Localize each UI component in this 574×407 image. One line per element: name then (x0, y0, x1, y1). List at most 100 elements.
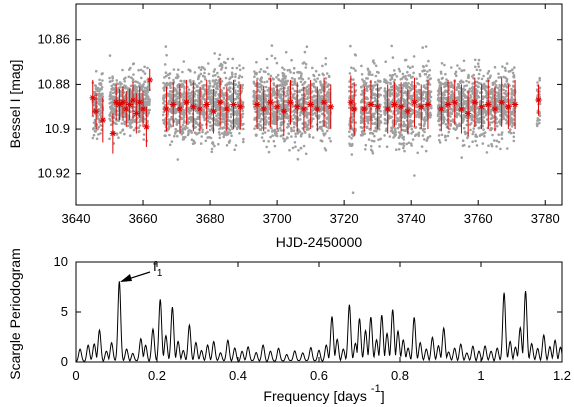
raw-point (450, 90, 453, 94)
raw-point (287, 119, 291, 123)
raw-point (176, 73, 179, 76)
raw-point (273, 121, 276, 124)
raw-point (348, 72, 352, 75)
raw-point (143, 80, 146, 84)
raw-point (99, 100, 102, 103)
raw-point (456, 113, 459, 116)
raw-point (168, 133, 171, 137)
raw-point (290, 76, 294, 80)
binned-point (89, 94, 96, 101)
raw-point (206, 119, 210, 123)
raw-point (426, 76, 429, 79)
raw-point (398, 142, 402, 145)
raw-point (145, 102, 149, 105)
raw-point (182, 114, 185, 117)
raw-point (129, 84, 133, 88)
raw-point (325, 121, 328, 125)
raw-point (197, 66, 201, 69)
raw-point (168, 81, 172, 85)
raw-point (474, 65, 477, 69)
raw-point (92, 127, 95, 131)
raw-point (506, 147, 509, 150)
raw-point (126, 124, 130, 128)
raw-point (234, 91, 237, 94)
raw-point (406, 70, 409, 74)
raw-point (282, 137, 285, 140)
raw-point (359, 115, 363, 118)
raw-point (210, 150, 214, 154)
binned-point (210, 108, 217, 115)
raw-point (354, 83, 358, 87)
raw-point (443, 117, 446, 121)
raw-point (415, 77, 418, 80)
raw-point (164, 45, 168, 48)
raw-point (132, 128, 136, 132)
raw-point (490, 142, 493, 146)
raw-point (257, 97, 261, 100)
raw-point (201, 84, 204, 88)
raw-point (233, 148, 236, 151)
raw-point (438, 81, 441, 84)
raw-point (371, 112, 375, 116)
raw-point (215, 84, 219, 87)
raw-point (109, 123, 113, 126)
raw-point (173, 110, 176, 113)
raw-point (233, 124, 236, 128)
raw-point (314, 114, 318, 117)
raw-point (395, 109, 399, 112)
raw-point (163, 85, 166, 88)
raw-point (96, 114, 99, 118)
raw-point (536, 119, 539, 122)
raw-point (204, 139, 208, 143)
raw-point (193, 71, 197, 74)
raw-point (354, 121, 358, 124)
raw-photometry-points (91, 44, 542, 194)
raw-point (392, 136, 395, 139)
raw-point (390, 74, 394, 78)
raw-point (469, 94, 472, 97)
raw-point (462, 103, 465, 106)
raw-point (192, 139, 195, 143)
raw-point (273, 57, 277, 60)
raw-point (229, 76, 232, 79)
raw-point (281, 90, 284, 93)
raw-point (216, 112, 220, 115)
raw-point (292, 113, 296, 117)
raw-point (465, 116, 468, 120)
raw-point (168, 143, 172, 147)
raw-point (142, 70, 145, 73)
raw-point (313, 85, 317, 89)
raw-point (284, 80, 287, 83)
raw-point (180, 83, 184, 87)
raw-point (175, 97, 178, 101)
raw-point (265, 103, 269, 106)
raw-point (328, 122, 331, 126)
raw-point (492, 94, 495, 98)
raw-point (474, 139, 477, 143)
raw-point (476, 89, 479, 93)
raw-point (143, 72, 147, 75)
raw-point (408, 123, 412, 126)
raw-point (144, 86, 147, 90)
raw-point (195, 89, 198, 93)
raw-point (287, 125, 291, 128)
raw-point (281, 120, 284, 124)
raw-point (199, 72, 203, 76)
raw-point (299, 146, 303, 150)
raw-point (182, 137, 186, 141)
raw-point (224, 132, 228, 135)
raw-point (458, 92, 461, 96)
raw-point (91, 114, 95, 118)
raw-point (220, 132, 224, 135)
raw-point (142, 138, 145, 141)
raw-point (403, 58, 407, 62)
raw-point (391, 126, 394, 129)
raw-point (374, 80, 377, 84)
raw-point (483, 134, 486, 138)
binned-point (109, 130, 117, 137)
raw-point (465, 123, 469, 127)
raw-point (123, 97, 127, 100)
raw-point (260, 112, 263, 115)
raw-point (220, 68, 223, 71)
raw-point (379, 137, 382, 141)
